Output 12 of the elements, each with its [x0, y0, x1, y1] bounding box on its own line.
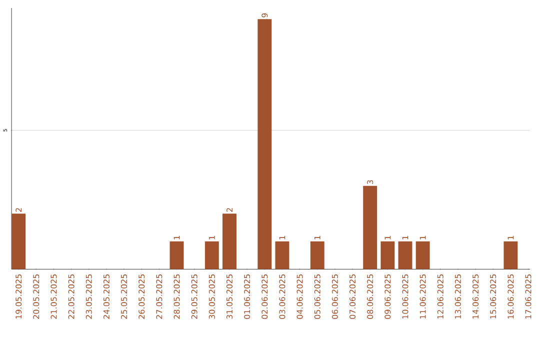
bar [416, 241, 430, 270]
bar [504, 241, 518, 270]
bar [204, 241, 219, 270]
bar [310, 241, 324, 270]
bar [363, 186, 378, 270]
bar [258, 19, 272, 270]
bar [398, 241, 412, 270]
bar [12, 214, 26, 270]
bar [275, 241, 290, 270]
bar [222, 214, 236, 270]
bar [170, 241, 184, 270]
bar [380, 241, 395, 270]
